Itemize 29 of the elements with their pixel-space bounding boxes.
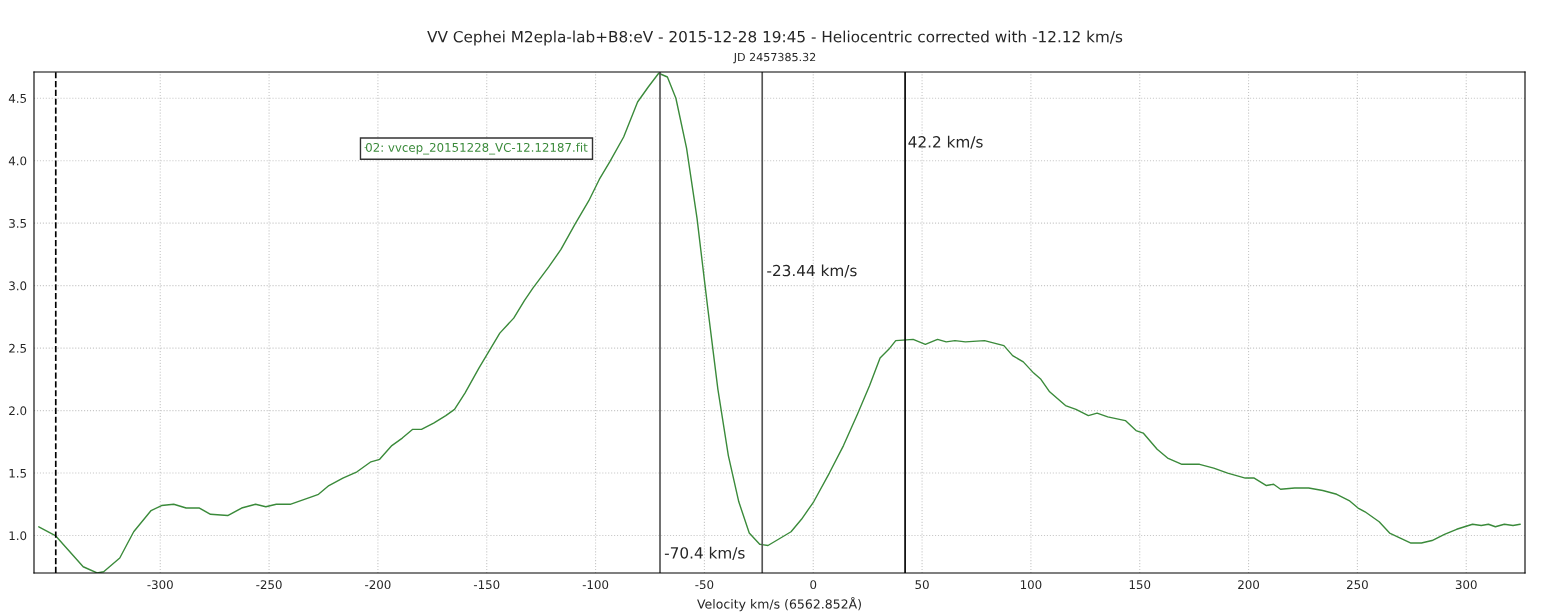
y-tick-label: 2.0: [9, 406, 27, 416]
y-tick-label: 4.0: [8, 156, 27, 166]
line-series: [38, 72, 1521, 573]
x-tick-label: -200: [365, 580, 391, 590]
x-tick-label: -250: [256, 580, 282, 590]
annotation: -23.44 km/s: [767, 264, 857, 278]
x-tick-label: -150: [473, 580, 500, 590]
chart-subtitle: JD 2457385.32: [733, 52, 816, 64]
x-tick-label: 150: [1129, 580, 1151, 590]
legend-label: 02: vvcep_20151228_VC-12.12187.fit: [365, 142, 588, 155]
y-tick-label: 2.5: [9, 343, 27, 353]
x-tick-label: -50: [695, 580, 714, 590]
annotation: -70.4 km/s: [664, 546, 745, 560]
y-tick-label: 3.0: [9, 281, 27, 291]
annotation: 42.2 km/s: [908, 135, 983, 149]
y-tick-label: 3.5: [9, 218, 27, 228]
x-tick-label: 200: [1238, 580, 1260, 590]
x-tick-label: 50: [915, 580, 929, 590]
x-tick-label: 100: [1020, 580, 1042, 590]
x-tick-label: 250: [1347, 580, 1368, 590]
y-tick-label: 1.0: [9, 531, 27, 541]
x-axis-title: Velocity km/s (6562.852Å): [697, 596, 861, 612]
chart-title: VV Cephei M2epla-lab+B8:eV - 2015-12-28 19:45 - Heliocentric corrected with -12.12 km/s: [427, 30, 1123, 46]
y-tick-label: 1.5: [9, 468, 27, 478]
x-tick-label: 0: [810, 580, 817, 590]
x-tick-label: -100: [582, 580, 609, 590]
y-tick-label: 4.5: [8, 94, 27, 103]
x-tick-label: -300: [147, 580, 173, 590]
x-tick-label: 300: [1455, 580, 1477, 590]
